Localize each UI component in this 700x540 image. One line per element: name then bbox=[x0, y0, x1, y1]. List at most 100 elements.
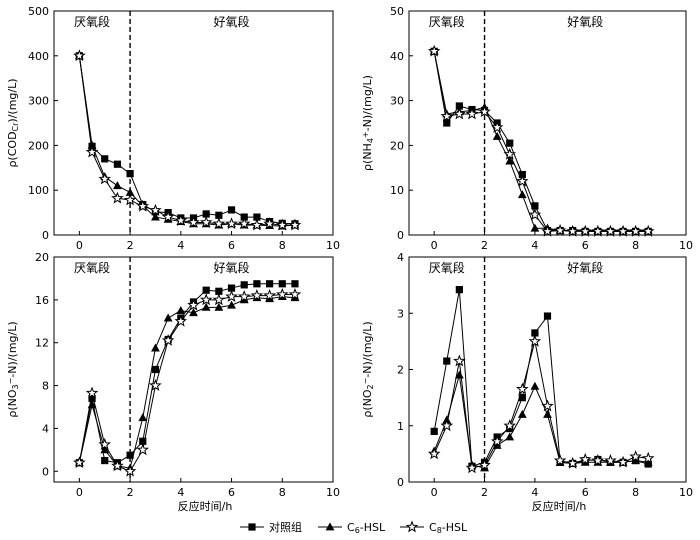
data-point bbox=[263, 217, 276, 230]
series-line bbox=[433, 51, 649, 232]
data-point bbox=[578, 224, 592, 237]
data-point bbox=[518, 394, 526, 402]
data-point bbox=[85, 145, 99, 158]
data-point bbox=[73, 49, 86, 62]
legend-item: C6-HSL bbox=[318, 521, 386, 535]
series bbox=[427, 334, 655, 474]
y-axis-label: ρ(NH4+-N)/(mg/L) bbox=[361, 75, 375, 171]
x-tick-label: 10 bbox=[679, 239, 693, 252]
data-point bbox=[578, 452, 592, 465]
data-point bbox=[616, 455, 630, 468]
data-point bbox=[227, 206, 236, 214]
phase-label-aerobic: 好氧段 bbox=[214, 260, 250, 275]
data-point bbox=[616, 224, 630, 237]
data-point bbox=[503, 419, 517, 432]
data-point bbox=[278, 280, 286, 288]
data-point bbox=[631, 456, 641, 465]
data-point bbox=[151, 212, 160, 221]
data-point bbox=[643, 457, 653, 466]
series-line bbox=[433, 341, 649, 469]
data-point bbox=[453, 107, 466, 120]
y-axis-label: ρ(NO2−-N)/(mg/L) bbox=[361, 321, 375, 417]
data-point bbox=[101, 456, 109, 465]
y-tick-label: 20 bbox=[35, 251, 49, 264]
data-point bbox=[174, 214, 188, 227]
x-tick-label: 2 bbox=[127, 239, 134, 252]
data-point bbox=[125, 187, 135, 196]
data-point bbox=[641, 224, 655, 237]
series bbox=[429, 46, 653, 234]
plot-frame bbox=[53, 10, 334, 236]
y-tick-label: 0 bbox=[42, 229, 49, 242]
y-tick-label: 30 bbox=[390, 95, 404, 108]
phase-label-anaerobic: 厌氧段 bbox=[429, 260, 465, 275]
data-point bbox=[73, 456, 86, 469]
plot-frame bbox=[53, 256, 334, 483]
data-point bbox=[123, 464, 137, 477]
data-point bbox=[505, 156, 515, 165]
data-point bbox=[506, 139, 514, 147]
x-axis-label: 反应时间/h bbox=[178, 499, 233, 513]
data-point bbox=[543, 409, 552, 418]
data-point bbox=[440, 109, 454, 122]
series bbox=[430, 286, 652, 470]
series-line bbox=[78, 296, 295, 469]
data-point bbox=[591, 224, 605, 237]
data-point bbox=[453, 354, 466, 367]
legend-marker bbox=[248, 523, 256, 531]
legend-label: 对照组 bbox=[269, 520, 302, 534]
data-point bbox=[163, 313, 173, 322]
data-point bbox=[604, 454, 617, 466]
data-point bbox=[566, 456, 579, 469]
data-point bbox=[201, 302, 211, 311]
data-point bbox=[215, 211, 223, 219]
legend-item: 对照组 bbox=[240, 520, 302, 534]
data-point bbox=[202, 210, 210, 218]
data-point bbox=[492, 440, 502, 449]
data-point bbox=[591, 454, 605, 466]
data-point bbox=[250, 218, 264, 231]
data-point bbox=[288, 287, 302, 300]
data-point bbox=[212, 293, 226, 306]
data-point bbox=[517, 409, 527, 418]
legend-label: C6-HSL bbox=[347, 521, 386, 535]
data-point bbox=[240, 281, 248, 289]
data-point bbox=[516, 174, 529, 187]
x-axis-label: 反应时间/h bbox=[532, 499, 587, 513]
series bbox=[75, 52, 299, 228]
x-tick-label: 0 bbox=[431, 239, 438, 252]
y-tick-label: 10 bbox=[390, 184, 404, 197]
data-point bbox=[187, 298, 200, 311]
y-tick-label: 0 bbox=[397, 229, 404, 242]
data-point bbox=[126, 451, 134, 459]
data-point bbox=[98, 172, 112, 185]
data-point bbox=[151, 365, 160, 374]
data-point bbox=[455, 286, 463, 294]
data-point bbox=[225, 217, 238, 230]
data-point bbox=[443, 119, 451, 127]
series bbox=[430, 47, 652, 236]
data-point bbox=[275, 287, 289, 300]
data-point bbox=[492, 131, 502, 140]
data-point bbox=[237, 217, 251, 230]
legend-marker bbox=[325, 522, 335, 531]
data-point bbox=[505, 432, 515, 441]
y-tick-label: 400 bbox=[28, 50, 49, 63]
phase-label-aerobic: 好氧段 bbox=[567, 260, 603, 275]
x-tick-label: 6 bbox=[582, 239, 589, 252]
data-point bbox=[291, 280, 299, 288]
x-tick-label: 6 bbox=[228, 486, 235, 499]
data-point bbox=[604, 224, 617, 237]
data-point bbox=[530, 223, 540, 232]
phase-label-anaerobic: 厌氧段 bbox=[74, 260, 110, 275]
data-point bbox=[161, 210, 175, 223]
data-point bbox=[149, 378, 162, 391]
chart-panel: 0 2 4 6 8 100100200300400500ρ(CODCr)/(mg/L)厌氧… bbox=[6, 5, 340, 252]
y-tick-label: 500 bbox=[28, 5, 49, 18]
data-point bbox=[553, 223, 567, 236]
y-tick-label: 2 bbox=[397, 364, 404, 377]
data-point bbox=[263, 288, 276, 301]
data-point bbox=[275, 218, 289, 231]
data-point bbox=[427, 447, 441, 460]
y-axis-label: ρ(NO3−-N)/(mg/L) bbox=[6, 321, 20, 417]
